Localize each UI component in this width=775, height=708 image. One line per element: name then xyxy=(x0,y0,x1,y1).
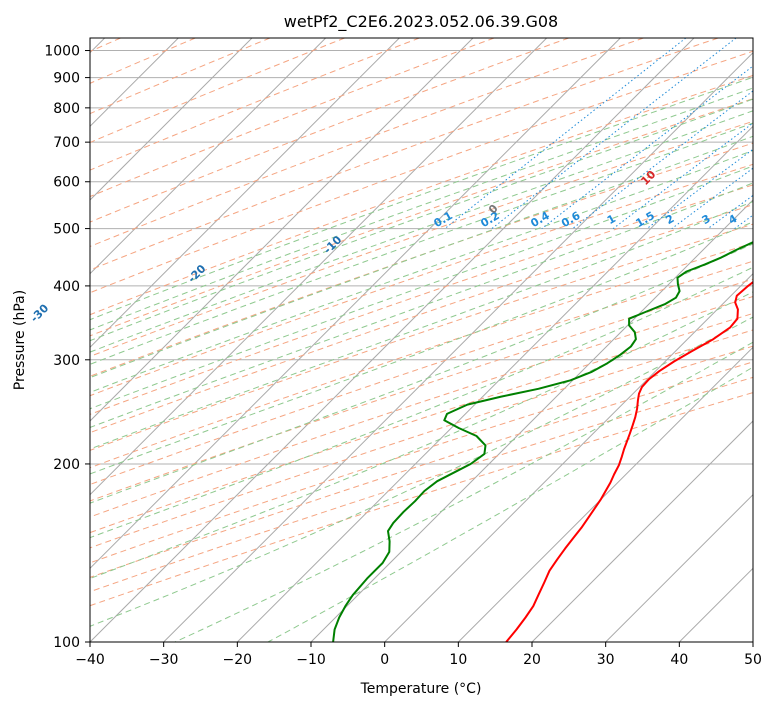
x-tick-label: 0 xyxy=(380,652,389,668)
isotherm-gridline xyxy=(90,38,548,496)
isotherm-gridline xyxy=(236,125,753,642)
dry-adiabat xyxy=(90,312,753,534)
mixing-ratio-line xyxy=(671,167,753,229)
isotherm-gridline xyxy=(163,51,753,642)
y-tick-label: 300 xyxy=(53,353,80,369)
x-tick-label: 20 xyxy=(523,652,541,668)
moist-adiabat xyxy=(90,182,753,428)
x-tick-label: 30 xyxy=(597,652,615,668)
x-tick-label: 40 xyxy=(670,652,688,668)
x-tick-label: −20 xyxy=(223,652,253,668)
moist-adiabat xyxy=(90,98,753,342)
mixing-ratio-line xyxy=(541,65,753,229)
dry-adiabat xyxy=(90,142,753,377)
dry-adiabat xyxy=(90,223,753,451)
y-tick-label: 200 xyxy=(53,457,80,473)
dry-adiabat xyxy=(90,38,495,198)
dry-adiabat xyxy=(90,38,420,171)
isotherm-gridline xyxy=(310,199,753,642)
y-tick-label: 900 xyxy=(53,71,80,87)
moist-adiabat xyxy=(90,201,753,450)
dry-adiabat xyxy=(90,50,753,294)
y-axis-label: Pressure (hPa) xyxy=(12,290,28,390)
dry-adiabat xyxy=(90,38,569,223)
y-tick-label: 700 xyxy=(53,135,80,151)
dry-adiabat xyxy=(90,242,753,469)
profile-lines xyxy=(332,241,753,642)
y-axis: 100 200 300 400 500 600 700 800 900 1000 xyxy=(44,44,90,651)
isotherm-gridline xyxy=(90,38,695,642)
dry-adiabat-label: -30 xyxy=(28,301,51,324)
isotherm-gridline xyxy=(752,641,753,642)
moist-adiabat xyxy=(90,243,753,504)
y-tick-label: 600 xyxy=(53,175,80,191)
chart-title: wetPf2_C2E6.2023.052.06.39.G08 xyxy=(284,12,558,32)
isotherm-gridline xyxy=(384,272,753,642)
y-tick-label: 1000 xyxy=(44,44,80,60)
background-lines xyxy=(90,38,753,642)
x-axis-label: Temperature (°C) xyxy=(360,681,482,697)
dry-adiabat xyxy=(90,163,753,397)
mixing-ratio-line xyxy=(572,90,753,229)
isotherm-gridline xyxy=(90,38,327,275)
temperature-profile-line xyxy=(505,280,753,642)
dry-adiabat xyxy=(90,98,753,337)
dewpoint-profile-line xyxy=(332,241,753,642)
y-tick-label: 400 xyxy=(53,279,80,295)
moist-adiabat xyxy=(90,266,753,539)
isotherm-gridline xyxy=(90,38,621,570)
isotherm-gridline xyxy=(457,346,753,642)
moist-adiabat xyxy=(174,341,753,642)
isotherm-gridline xyxy=(90,38,253,201)
plot-area xyxy=(90,38,753,642)
x-tick-label: −40 xyxy=(75,652,105,668)
isotherm-gridline xyxy=(90,38,474,422)
dry-adiabat xyxy=(90,38,644,248)
x-tick-label: −10 xyxy=(296,652,326,668)
y-tick-label: 800 xyxy=(53,101,80,117)
moist-adiabat xyxy=(90,76,753,321)
x-axis: −40 −30 −20 −10 0 10 20 30 40 50 xyxy=(75,642,762,668)
dry-adiabat xyxy=(90,74,753,316)
moist-adiabat xyxy=(90,87,753,331)
y-tick-label: 500 xyxy=(53,222,80,238)
dry-adiabat xyxy=(90,38,345,144)
dry-adiabat xyxy=(90,361,753,578)
moist-adiabat xyxy=(90,291,753,580)
isotherm-gridline xyxy=(531,420,753,642)
x-tick-label: −30 xyxy=(149,652,179,668)
dry-adiabat xyxy=(90,376,753,593)
moist-adiabat xyxy=(90,110,753,353)
dry-adiabat xyxy=(90,278,753,502)
x-tick-label: 50 xyxy=(744,652,762,668)
isotherm-gridline xyxy=(605,493,753,642)
moist-adiabat xyxy=(90,165,753,410)
y-tick-label: 100 xyxy=(53,635,80,651)
dry-adiabat xyxy=(90,120,753,357)
plot-frame xyxy=(89,37,754,643)
isotherm-gridline xyxy=(90,38,400,349)
x-tick-label: 10 xyxy=(449,652,467,668)
dry-adiabat xyxy=(90,329,753,549)
